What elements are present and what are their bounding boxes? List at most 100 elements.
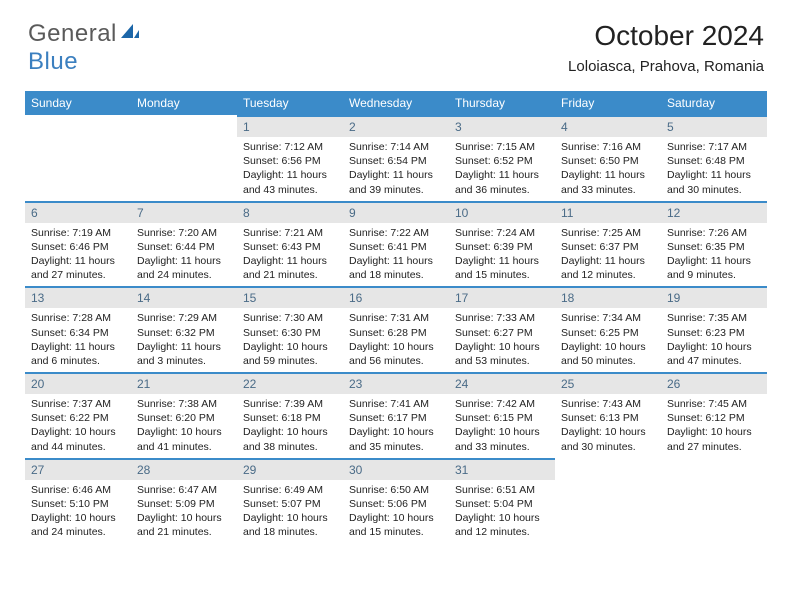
calendar-cell: 3Sunrise: 7:15 AMSunset: 6:52 PMDaylight…	[449, 115, 555, 201]
calendar-body: 1Sunrise: 7:12 AMSunset: 6:56 PMDaylight…	[25, 115, 767, 543]
day-content: Sunrise: 7:41 AMSunset: 6:17 PMDaylight:…	[343, 394, 449, 458]
sunset-text: Sunset: 6:44 PM	[137, 240, 231, 254]
daylight-text: Daylight: 10 hours and 35 minutes.	[349, 425, 443, 453]
daylight-text: Daylight: 11 hours and 18 minutes.	[349, 254, 443, 282]
calendar-cell	[25, 115, 131, 201]
sunset-text: Sunset: 6:27 PM	[455, 326, 549, 340]
daylight-text: Daylight: 10 hours and 24 minutes.	[31, 511, 125, 539]
daylight-text: Daylight: 10 hours and 50 minutes.	[561, 340, 655, 368]
sunrise-text: Sunrise: 7:14 AM	[349, 140, 443, 154]
calendar-cell	[131, 115, 237, 201]
sunrise-text: Sunrise: 6:46 AM	[31, 483, 125, 497]
calendar-cell: 14 Sunrise: 7:29 AMSunset: 6:32 PMDayligh…	[131, 286, 237, 372]
sunrise-text: Sunrise: 7:33 AM	[455, 311, 549, 325]
sunrise-text: Sunrise: 7:26 AM	[667, 226, 761, 240]
sunset-text: Sunset: 6:50 PM	[561, 154, 655, 168]
sunrise-text: Sunrise: 7:31 AM	[349, 311, 443, 325]
day-number: 4	[555, 115, 661, 137]
day-content: Sunrise: 7:17 AMSunset: 6:48 PMDaylight:…	[661, 137, 767, 201]
sunrise-text: Sunrise: 6:49 AM	[243, 483, 337, 497]
day-number: 16	[343, 286, 449, 308]
day-number: 2	[343, 115, 449, 137]
daylight-text: Daylight: 10 hours and 33 minutes.	[455, 425, 549, 453]
sunset-text: Sunset: 6:35 PM	[667, 240, 761, 254]
calendar-cell: 31Sunrise: 6:51 AMSunset: 5:04 PMDayligh…	[449, 458, 555, 544]
daylight-text: Daylight: 10 hours and 41 minutes.	[137, 425, 231, 453]
sunrise-text: Sunrise: 7:38 AM	[137, 397, 231, 411]
calendar-header-tuesday: Tuesday	[237, 91, 343, 115]
sunrise-text: Sunrise: 6:51 AM	[455, 483, 549, 497]
sunset-text: Sunset: 5:06 PM	[349, 497, 443, 511]
title-block: October 2024 Loloiasca, Prahova, Romania	[568, 20, 764, 75]
calendar-header-sunday: Sunday	[25, 91, 131, 115]
calendar-cell: 19Sunrise: 7:35 AMSunset: 6:23 PMDayligh…	[661, 286, 767, 372]
calendar-cell: 22Sunrise: 7:39 AMSunset: 6:18 PMDayligh…	[237, 372, 343, 458]
sunset-text: Sunset: 6:25 PM	[561, 326, 655, 340]
calendar-cell: 15Sunrise: 7:30 AMSunset: 6:30 PMDayligh…	[237, 286, 343, 372]
calendar-header-saturday: Saturday	[661, 91, 767, 115]
calendar-cell: 12 Sunrise: 7:26 AMSunset: 6:35 PMDayligh…	[661, 201, 767, 287]
calendar-cell: 24Sunrise: 7:42 AMSunset: 6:15 PMDayligh…	[449, 372, 555, 458]
day-number: 26	[661, 372, 767, 394]
daylight-text: Daylight: 11 hours and 33 minutes.	[561, 168, 655, 196]
daylight-text: Daylight: 11 hours and 39 minutes.	[349, 168, 443, 196]
daylight-text: Daylight: 11 hours and 24 minutes.	[137, 254, 231, 282]
calendar-cell: 30Sunrise: 6:50 AMSunset: 5:06 PMDayligh…	[343, 458, 449, 544]
calendar-week-row: 6Sunrise: 7:19 AMSunset: 6:46 PMDaylight…	[25, 201, 767, 287]
day-number: 12	[661, 201, 767, 223]
calendar-header-monday: Monday	[131, 91, 237, 115]
calendar-cell: 13Sunrise: 7:28 AMSunset: 6:34 PMDayligh…	[25, 286, 131, 372]
day-content: Sunrise: 7:37 AMSunset: 6:22 PMDaylight:…	[25, 394, 131, 458]
day-number: 14	[131, 286, 237, 308]
daylight-text: Daylight: 10 hours and 15 minutes.	[349, 511, 443, 539]
day-content: Sunrise: 7:22 AMSunset: 6:41 PMDaylight:…	[343, 223, 449, 287]
logo-sail-icon	[117, 22, 141, 47]
daylight-text: Daylight: 11 hours and 43 minutes.	[243, 168, 337, 196]
sunset-text: Sunset: 6:34 PM	[31, 326, 125, 340]
calendar-cell: 6Sunrise: 7:19 AMSunset: 6:46 PMDaylight…	[25, 201, 131, 287]
sunrise-text: Sunrise: 7:16 AM	[561, 140, 655, 154]
sunset-text: Sunset: 6:22 PM	[31, 411, 125, 425]
daylight-text: Daylight: 10 hours and 27 minutes.	[667, 425, 761, 453]
sunrise-text: Sunrise: 7:20 AM	[137, 226, 231, 240]
calendar-cell: 23Sunrise: 7:41 AMSunset: 6:17 PMDayligh…	[343, 372, 449, 458]
day-content: Sunrise: 7:28 AMSunset: 6:34 PMDaylight:…	[25, 308, 131, 372]
day-content: Sunrise: 7:20 AMSunset: 6:44 PMDaylight:…	[131, 223, 237, 287]
daylight-text: Daylight: 10 hours and 56 minutes.	[349, 340, 443, 368]
sunset-text: Sunset: 6:41 PM	[349, 240, 443, 254]
day-number: 1	[237, 115, 343, 137]
day-number: 15	[237, 286, 343, 308]
day-number: 11	[555, 201, 661, 223]
logo-text-general: General	[28, 20, 117, 48]
calendar-week-row: 20Sunrise: 7:37 AMSunset: 6:22 PMDayligh…	[25, 372, 767, 458]
day-number: 13	[25, 286, 131, 308]
day-number: 30	[343, 458, 449, 480]
daylight-text: Daylight: 11 hours and 9 minutes.	[667, 254, 761, 282]
daylight-text: Daylight: 11 hours and 3 minutes.	[137, 340, 231, 368]
calendar-cell: 2Sunrise: 7:14 AMSunset: 6:54 PMDaylight…	[343, 115, 449, 201]
sunset-text: Sunset: 6:32 PM	[137, 326, 231, 340]
day-content: Sunrise: 7:25 AMSunset: 6:37 PMDaylight:…	[555, 223, 661, 287]
day-content: Sunrise: 6:47 AMSunset: 5:09 PMDaylight:…	[131, 480, 237, 544]
sunrise-text: Sunrise: 7:24 AM	[455, 226, 549, 240]
daylight-text: Daylight: 11 hours and 36 minutes.	[455, 168, 549, 196]
day-content: Sunrise: 6:51 AMSunset: 5:04 PMDaylight:…	[449, 480, 555, 544]
day-number: 27	[25, 458, 131, 480]
day-content: Sunrise: 7:39 AMSunset: 6:18 PMDaylight:…	[237, 394, 343, 458]
day-number: 9	[343, 201, 449, 223]
sunrise-text: Sunrise: 7:25 AM	[561, 226, 655, 240]
daylight-text: Daylight: 10 hours and 30 minutes.	[561, 425, 655, 453]
sunrise-text: Sunrise: 7:30 AM	[243, 311, 337, 325]
calendar-cell: 7Sunrise: 7:20 AMSunset: 6:44 PMDaylight…	[131, 201, 237, 287]
day-content: Sunrise: 7:16 AMSunset: 6:50 PMDaylight:…	[555, 137, 661, 201]
calendar-cell: 16Sunrise: 7:31 AMSunset: 6:28 PMDayligh…	[343, 286, 449, 372]
day-number: 10	[449, 201, 555, 223]
day-content: Sunrise: 7:14 AMSunset: 6:54 PMDaylight:…	[343, 137, 449, 201]
sunrise-text: Sunrise: 7:29 AM	[137, 311, 231, 325]
sunrise-text: Sunrise: 7:12 AM	[243, 140, 337, 154]
sunrise-text: Sunrise: 6:47 AM	[137, 483, 231, 497]
daylight-text: Daylight: 11 hours and 21 minutes.	[243, 254, 337, 282]
day-content: Sunrise: 7:31 AMSunset: 6:28 PMDaylight:…	[343, 308, 449, 372]
sunset-text: Sunset: 6:46 PM	[31, 240, 125, 254]
sunrise-text: Sunrise: 7:15 AM	[455, 140, 549, 154]
